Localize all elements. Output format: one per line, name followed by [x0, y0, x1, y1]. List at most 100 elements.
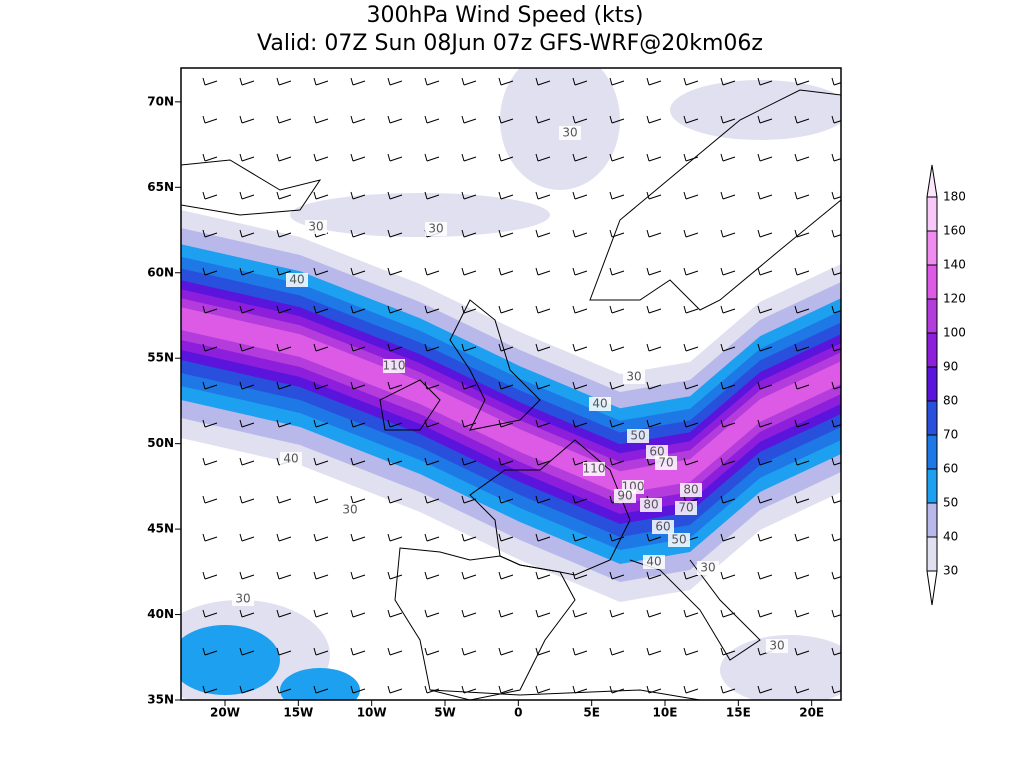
wind-barb — [239, 381, 255, 390]
wind-barb — [387, 495, 403, 504]
wind-barb — [720, 191, 736, 200]
wind-barb — [276, 609, 292, 618]
shade — [280, 668, 360, 700]
lat-label: 50N — [147, 436, 174, 450]
contour-label: 110 — [583, 462, 606, 476]
wind-barb — [609, 191, 625, 200]
wind-barb — [683, 191, 699, 200]
contour-label-bg — [280, 452, 302, 466]
lat-label: 40N — [147, 607, 174, 621]
wind-barb — [498, 191, 514, 200]
contour-label-bg — [646, 445, 668, 459]
lat-label: 35N — [147, 693, 174, 707]
lon-label: 5W — [434, 706, 456, 720]
wind-barb — [498, 153, 514, 162]
wind-barb — [276, 571, 292, 580]
wind-barb — [424, 495, 440, 504]
wind-barb — [350, 685, 366, 694]
wind-barb — [424, 267, 440, 276]
wind-barb — [535, 229, 551, 238]
wind-barb — [498, 533, 514, 542]
contour-label: 40 — [646, 555, 661, 569]
wind-barb — [535, 115, 551, 124]
wind-barb — [387, 381, 403, 390]
wind-barb — [683, 267, 699, 276]
wind-barb — [202, 381, 218, 390]
wind-barb — [387, 77, 403, 86]
wind-barb — [646, 191, 662, 200]
colorbar-segment — [926, 468, 938, 504]
contour-label-bg — [766, 639, 788, 653]
wind-barb — [387, 153, 403, 162]
wind-barb — [609, 267, 625, 276]
wind-barb — [646, 305, 662, 314]
wind-barb — [609, 457, 625, 466]
contour-label: 110 — [383, 359, 406, 373]
wind-barb — [794, 77, 810, 86]
wind-barb — [646, 153, 662, 162]
wind-barb — [424, 191, 440, 200]
wind-barb — [424, 419, 440, 428]
lon-label: 15E — [726, 706, 751, 720]
wind-barb — [239, 495, 255, 504]
wind-barb — [683, 153, 699, 162]
lon-label: 20W — [210, 706, 240, 720]
wind-barb — [609, 609, 625, 618]
speed-band — [181, 307, 841, 494]
colorbar-segment — [926, 434, 938, 470]
lon-label: 15W — [283, 706, 313, 720]
colorbar-segment — [926, 332, 938, 368]
wind-barb — [794, 419, 810, 428]
wind-barb — [239, 609, 255, 618]
wind-barb — [720, 685, 736, 694]
wind-barb — [424, 381, 440, 390]
wind-barb — [757, 77, 773, 86]
wind-barb — [350, 305, 366, 314]
wind-barb — [535, 533, 551, 542]
wind-barb — [757, 343, 773, 352]
wind-barb — [387, 343, 403, 352]
axes: 35N 40N 45N 50N 55N 60N 65N 70N 20W 15W 10W 5W 0 5E 10… — [147, 94, 824, 719]
wind-barb — [683, 647, 699, 656]
wind-barb — [757, 457, 773, 466]
wind-barb — [350, 419, 366, 428]
wind-barb — [535, 685, 551, 694]
wind-barb — [683, 609, 699, 618]
wind-barb — [794, 571, 810, 580]
wind-barb — [646, 343, 662, 352]
colorbar-over — [926, 164, 938, 198]
wind-barb — [757, 153, 773, 162]
contour-label-bg — [623, 370, 645, 384]
wind-barb — [239, 685, 255, 694]
wind-barb — [313, 305, 329, 314]
wind-barb — [831, 267, 841, 276]
wind-barb — [202, 419, 218, 428]
wind-barb — [498, 381, 514, 390]
colorbar-label: 160 — [943, 224, 966, 238]
wind-barb — [313, 115, 329, 124]
wind-barb — [535, 457, 551, 466]
wind-barb — [461, 495, 477, 504]
wind-barb — [461, 343, 477, 352]
contour-label: 30 — [626, 370, 641, 384]
wind-barb — [461, 419, 477, 428]
lat-label: 60N — [147, 265, 174, 279]
wind-barb — [350, 457, 366, 466]
wind-barb — [609, 533, 625, 542]
shade — [720, 635, 841, 700]
shade — [181, 625, 280, 695]
wind-barb — [572, 229, 588, 238]
contour-label: 40 — [289, 273, 304, 287]
wind-barb — [350, 77, 366, 86]
wind-barb — [239, 343, 255, 352]
wind-barb — [498, 495, 514, 504]
wind-barb — [387, 647, 403, 656]
wind-barb — [757, 115, 773, 124]
colorbar-label: 120 — [943, 292, 966, 306]
wind-barb — [313, 153, 329, 162]
wind-barb — [757, 571, 773, 580]
contour-label: 30 — [562, 126, 577, 140]
contour-label: 80 — [643, 498, 658, 512]
contour-label-bg — [583, 462, 605, 476]
